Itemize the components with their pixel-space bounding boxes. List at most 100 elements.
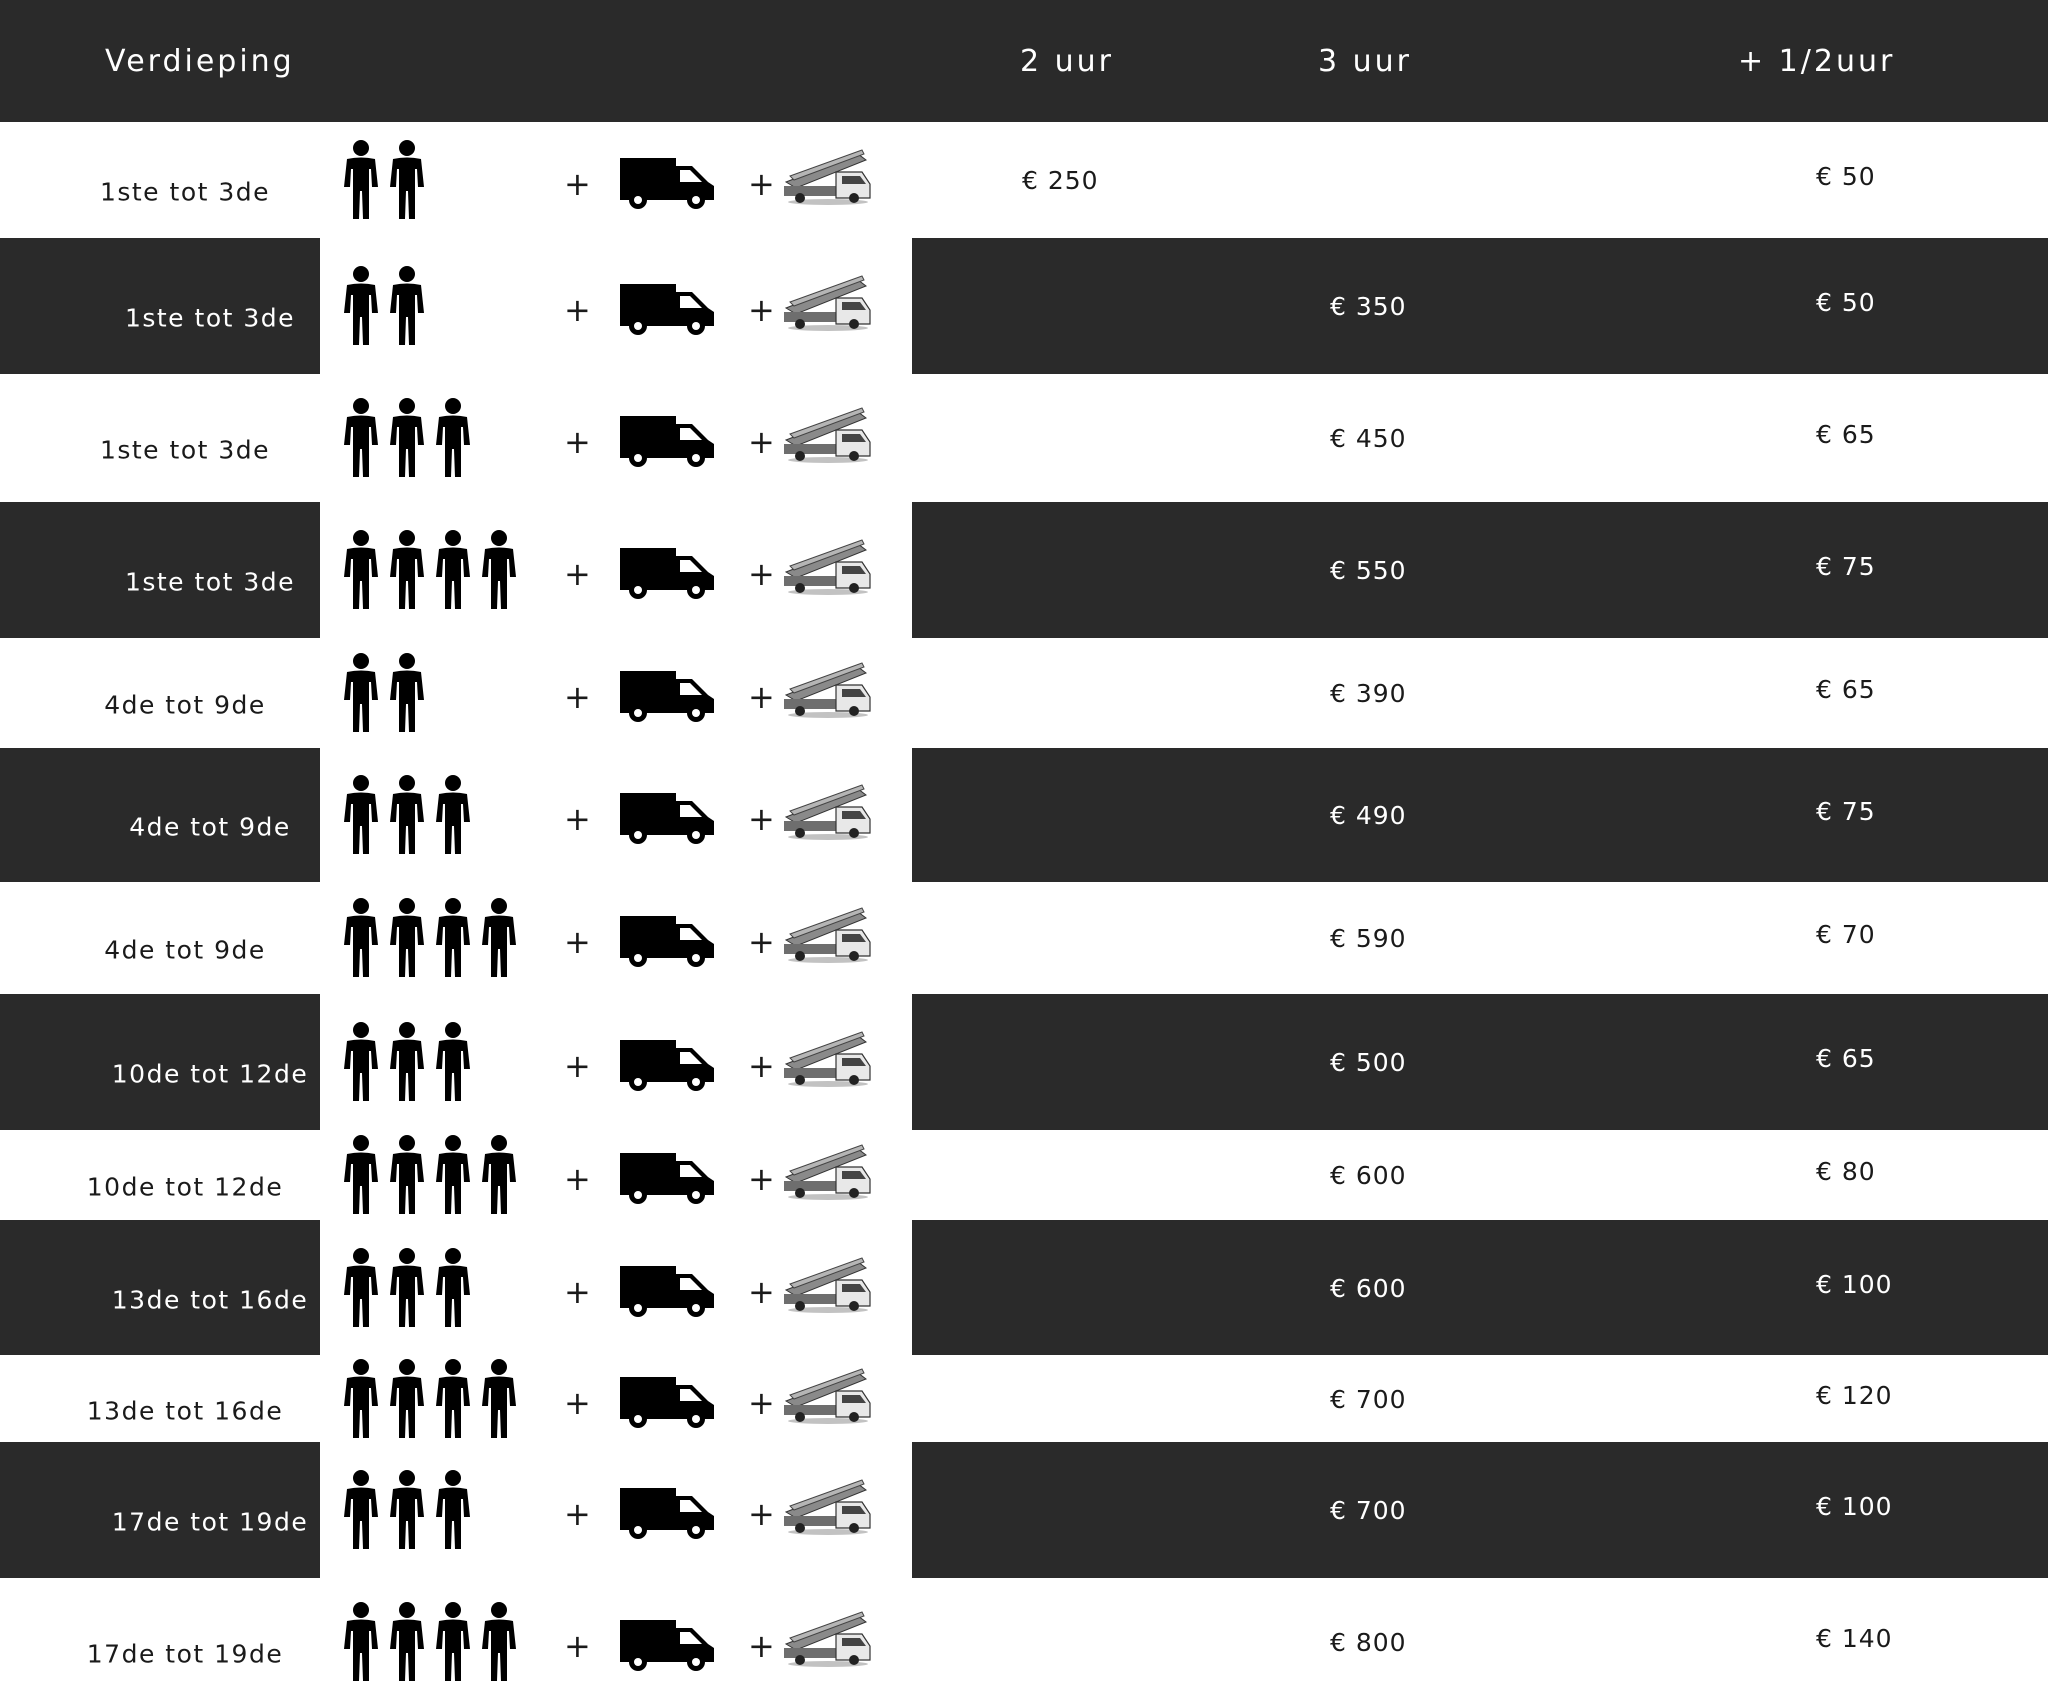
price-extra-half-hour: € 80 xyxy=(1816,1157,1876,1186)
price-3-hours: € 700 xyxy=(1330,1496,1407,1525)
price-extra-half-hour: € 50 xyxy=(1816,288,1876,317)
price-3-hours: € 500 xyxy=(1330,1048,1407,1077)
van-icon xyxy=(618,1038,716,1092)
price-3-hours: € 490 xyxy=(1330,801,1407,830)
price-3-hours: € 600 xyxy=(1330,1273,1407,1303)
plus-sign: + xyxy=(748,1047,775,1085)
movers-group xyxy=(338,1469,476,1551)
row-band-left xyxy=(0,748,320,882)
van-icon xyxy=(618,1618,716,1672)
plus-sign: + xyxy=(564,1383,591,1422)
van-icon xyxy=(618,414,716,468)
plus-sign: + xyxy=(748,1495,775,1533)
plus-sign: + xyxy=(564,555,591,593)
plus-sign: + xyxy=(564,1495,591,1533)
person-icon xyxy=(338,1134,384,1216)
van-icon xyxy=(618,156,716,210)
movers-group xyxy=(338,1247,476,1329)
van-icon xyxy=(618,1486,716,1540)
price-extra-half-hour: € 100 xyxy=(1816,1492,1893,1521)
van-icon xyxy=(618,914,716,968)
person-icon xyxy=(430,1134,476,1216)
person-icon xyxy=(338,1021,384,1103)
person-icon xyxy=(338,1358,384,1440)
floor-label: 1ste tot 3de xyxy=(99,177,271,207)
movers-group xyxy=(338,397,476,479)
plus-sign: + xyxy=(748,423,775,461)
plus-sign: + xyxy=(748,1383,775,1422)
person-icon xyxy=(384,774,430,856)
movers-group xyxy=(338,897,522,979)
price-3-hours: € 350 xyxy=(1330,292,1407,321)
price-3-hours: € 390 xyxy=(1330,679,1407,708)
person-icon xyxy=(430,397,476,479)
row-band-left xyxy=(0,502,320,638)
movers-group xyxy=(338,1601,522,1683)
person-icon xyxy=(430,1601,476,1683)
floor-label: 17de tot 19de xyxy=(111,1507,309,1537)
price-3-hours: € 590 xyxy=(1330,924,1407,953)
moving-lift-truck-icon xyxy=(782,1256,874,1314)
price-3-hours: € 550 xyxy=(1330,556,1407,585)
person-icon xyxy=(476,1601,522,1683)
floor-label: 1ste tot 3de xyxy=(99,435,271,465)
plus-sign: + xyxy=(564,1626,591,1665)
floor-label: 13de tot 16de xyxy=(111,1285,309,1314)
plus-sign: + xyxy=(564,1160,591,1198)
plus-sign: + xyxy=(564,678,591,716)
price-3-hours: € 700 xyxy=(1330,1384,1407,1414)
movers-group xyxy=(338,139,430,221)
person-icon xyxy=(384,1469,430,1551)
person-icon xyxy=(384,1247,430,1329)
person-icon xyxy=(384,1358,430,1440)
price-extra-half-hour: € 100 xyxy=(1816,1269,1893,1299)
moving-lift-truck-icon xyxy=(782,1143,874,1201)
movers-group xyxy=(338,652,430,734)
plus-sign: + xyxy=(748,800,775,838)
row-band-right xyxy=(912,994,2048,1130)
table-header: Verdieping 2 uur 3 uur + 1/2uur xyxy=(0,0,2048,122)
moving-lift-truck-icon xyxy=(782,406,874,464)
person-icon xyxy=(338,1601,384,1683)
person-icon xyxy=(384,139,430,221)
price-3-hours: € 600 xyxy=(1330,1161,1407,1190)
person-icon xyxy=(338,774,384,856)
floor-label: 4de tot 9de xyxy=(104,935,266,965)
person-icon xyxy=(384,1601,430,1683)
table-row: 10de tot 12de + + € 600 € 80 xyxy=(0,1130,2048,1220)
van-icon xyxy=(618,791,716,845)
row-band-right xyxy=(912,238,2048,374)
price-2-hours: € 250 xyxy=(1022,166,1099,195)
plus-sign: + xyxy=(564,1047,591,1085)
price-extra-half-hour: € 65 xyxy=(1816,420,1876,449)
floor-label: 13de tot 16de xyxy=(86,1396,284,1425)
person-icon xyxy=(338,265,384,347)
movers-group xyxy=(338,1021,476,1103)
header-2-hours: 2 uur xyxy=(1020,43,1114,79)
moving-lift-truck-icon xyxy=(782,783,874,841)
floor-label: 4de tot 9de xyxy=(104,690,266,720)
moving-lift-truck-icon xyxy=(782,661,874,719)
table-row: 1ste tot 3de + + € 250 € 50 xyxy=(0,122,2048,238)
floor-label: 1ste tot 3de xyxy=(124,567,296,597)
header-floor: Verdieping xyxy=(105,43,295,79)
price-extra-half-hour: € 70 xyxy=(1816,920,1876,949)
price-extra-half-hour: € 50 xyxy=(1816,162,1876,191)
plus-sign: + xyxy=(564,923,591,961)
person-icon xyxy=(430,529,476,611)
table-row: 1ste tot 3de + + € 550 € 75 xyxy=(0,502,2048,638)
moving-lift-truck-icon xyxy=(782,148,874,206)
plus-sign: + xyxy=(748,678,775,716)
price-extra-half-hour: € 65 xyxy=(1816,1044,1876,1073)
person-icon xyxy=(430,1358,476,1440)
row-band-right xyxy=(912,748,2048,882)
person-icon xyxy=(338,897,384,979)
floor-label: 1ste tot 3de xyxy=(124,303,296,333)
person-icon xyxy=(430,1021,476,1103)
moving-lift-truck-icon xyxy=(782,274,874,332)
person-icon xyxy=(338,652,384,734)
van-icon xyxy=(618,669,716,723)
movers-group xyxy=(338,265,430,347)
plus-sign: + xyxy=(564,423,591,461)
